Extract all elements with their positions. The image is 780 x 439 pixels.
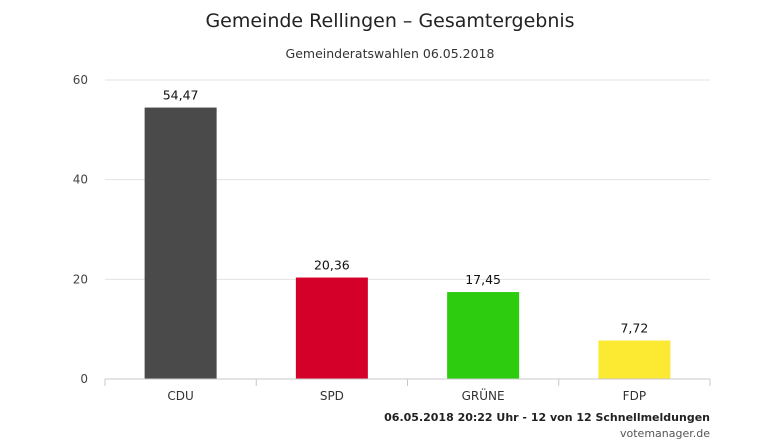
x-tick-label: FDP	[623, 389, 646, 403]
bar[interactable]	[598, 340, 671, 379]
chart-subtitle: Gemeinderatswahlen 06.05.2018	[286, 46, 495, 61]
data-label: 7,72	[620, 321, 648, 336]
bars: 54,47 20,36 17,45 7,72	[144, 88, 671, 379]
bar[interactable]	[144, 107, 217, 379]
y-tick-label: 0	[80, 372, 88, 386]
x-tick-label: CDU	[167, 389, 193, 403]
bar[interactable]	[295, 277, 368, 379]
status-footer: 06.05.2018 20:22 Uhr - 12 von 12 Schnell…	[384, 411, 710, 424]
x-tick-label: GRÜNE	[462, 387, 505, 403]
y-tick-label: 20	[73, 272, 88, 286]
credit-link[interactable]: votemanager.de	[620, 427, 710, 439]
bar[interactable]	[447, 292, 520, 379]
x-tick-label: SPD	[320, 389, 344, 403]
x-axis-ticks: CDU SPD GRÜNE FDP	[104, 379, 711, 403]
data-label: 17,45	[465, 272, 501, 287]
data-label: 20,36	[314, 258, 350, 273]
y-tick-label: 40	[73, 173, 88, 187]
chart-title: Gemeinde Rellingen – Gesamtergebnis	[205, 10, 574, 32]
data-label: 54,47	[163, 88, 199, 103]
y-tick-label: 60	[73, 73, 88, 87]
